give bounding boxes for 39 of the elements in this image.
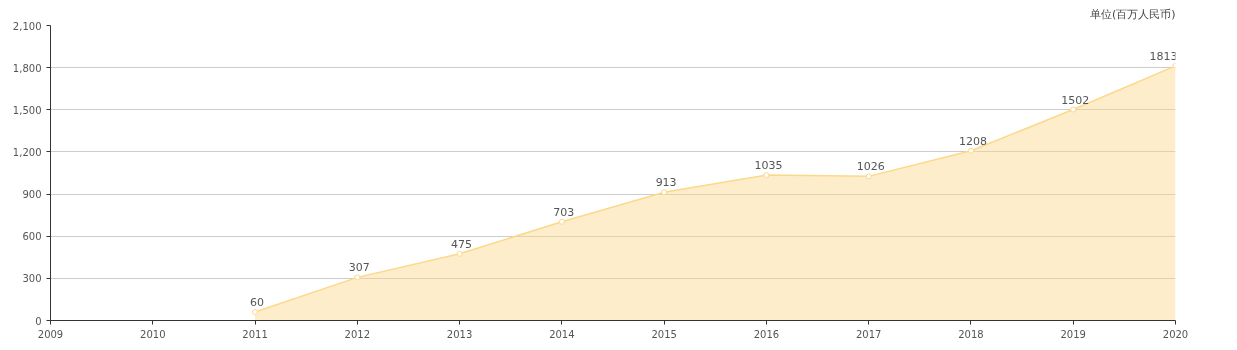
x-tick-label: 2018: [958, 328, 984, 340]
x-tick-label: 2015: [651, 328, 677, 340]
y-tick-label: 1,800: [12, 62, 42, 74]
y-tick-label: 900: [22, 189, 42, 201]
data-label: 913: [655, 176, 677, 190]
x-tick-label: 2010: [140, 328, 166, 340]
x-tick-label: 2019: [1060, 328, 1086, 340]
data-label: 475: [451, 237, 473, 251]
point: [456, 250, 463, 257]
x-tick-label: 2011: [242, 328, 268, 340]
data-label: 1026: [856, 160, 885, 174]
x-tick-label: 2012: [344, 328, 371, 340]
y-tick-label: 1,500: [12, 104, 42, 116]
x-tick-label: 2017: [855, 328, 882, 340]
x-tick-label: 2013: [446, 328, 473, 340]
y-tick-label: 2,100: [12, 20, 42, 32]
y-tick-label: 300: [22, 273, 42, 285]
data-label: 1035: [754, 159, 783, 173]
x-tick-label: 2020: [1162, 328, 1189, 340]
text: 单位(百万人民币): [1089, 7, 1176, 21]
point: [1070, 106, 1077, 113]
data-label: 307: [348, 261, 370, 275]
point: [865, 173, 872, 180]
x-tick-label: 2016: [753, 328, 780, 340]
x-tick-label: 2009: [37, 328, 64, 340]
data-label: 60: [250, 296, 265, 310]
x-tick-label: 2014: [549, 328, 575, 340]
data-label: 703: [553, 205, 575, 219]
y-tick-label: 600: [22, 231, 42, 243]
y-tick-label: 0: [35, 315, 42, 327]
point: [763, 172, 770, 179]
point: [967, 147, 974, 154]
data-label: 1502: [1061, 93, 1090, 107]
data-label: 1208: [958, 134, 987, 148]
point: [661, 189, 668, 196]
y-tick-label: 1,200: [12, 146, 42, 158]
point: [354, 274, 361, 281]
point: [558, 218, 565, 225]
point: [252, 309, 259, 316]
